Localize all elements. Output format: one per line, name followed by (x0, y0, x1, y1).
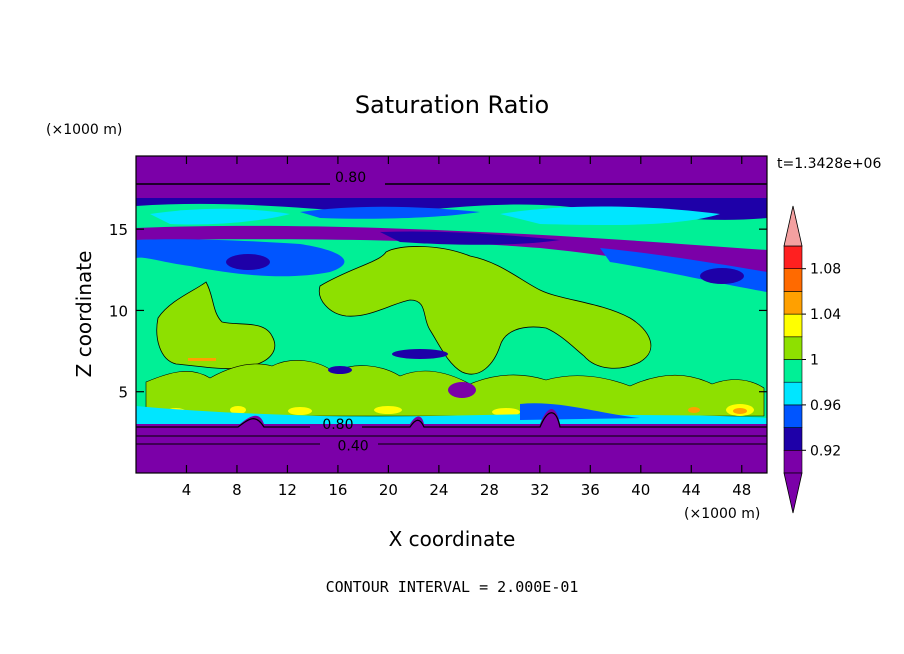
y-tick-label: 10 (109, 302, 128, 320)
colorbar-swatch (783, 404, 803, 428)
x-tick-label: 12 (278, 481, 297, 499)
colorbar-under-arrow (783, 472, 803, 514)
lower-purple-band (136, 409, 767, 473)
x-axis: 4 8 12 16 20 24 28 32 36 40 44 48 (182, 156, 751, 499)
navy-streak-center (380, 231, 560, 245)
colorbar-swatch (783, 268, 803, 292)
warm-streak (188, 358, 216, 361)
colorbar-tick-label: 1.08 (810, 262, 841, 278)
warm-spot-2 (230, 406, 246, 414)
x-tick-label: 44 (682, 481, 701, 499)
y-axis-label: Z coordinate (72, 251, 96, 378)
contour-label: 0.40 (337, 438, 368, 454)
x-units-label: (×1000 m) (684, 506, 760, 522)
x-tick-label: 32 (530, 481, 549, 499)
contour-label: 0.80 (335, 170, 366, 186)
contour-interval-footer: CONTOUR INTERVAL = 2.000E-01 (326, 578, 579, 596)
x-tick-label: 28 (480, 481, 499, 499)
upper-cyan-streak-1 (150, 208, 290, 225)
y-tick-label: 15 (109, 221, 128, 239)
colorbar-swatch (783, 313, 803, 338)
x-tick-label: 16 (328, 481, 347, 499)
x-tick-label: 4 (182, 481, 192, 499)
y-axis: 5 10 15 (109, 221, 767, 402)
x-tick-label: 40 (631, 481, 650, 499)
colorbar-swatch (783, 381, 803, 406)
upper-purple-band (136, 156, 767, 198)
colorbar-swatch (783, 359, 803, 383)
y-tick-label: 5 (118, 384, 128, 402)
colorbar-tick-label: 1 (810, 353, 819, 369)
cyan-base-belt (136, 406, 767, 424)
x-tick-label: 8 (232, 481, 242, 499)
x-tick-label: 36 (581, 481, 600, 499)
colorbar: 0.92 0.96 1 1.04 1.08 (783, 205, 841, 514)
contour-field (136, 156, 767, 473)
green-cloud-mass-center (318, 246, 652, 375)
warm-spot-5 (492, 408, 520, 416)
contour-label: 0.80 (322, 417, 353, 433)
contour-labels: 0.80 0.80 0.40 (322, 170, 368, 454)
x-tick-label: 48 (732, 481, 751, 499)
colorbar-tick-label: 1.04 (810, 307, 841, 323)
middle-purple-band (136, 225, 767, 282)
colorbar-swatch (783, 245, 803, 270)
x-tick-label: 24 (429, 481, 448, 499)
dark-pocket-3 (328, 366, 352, 374)
colorbar-swatch (783, 336, 803, 360)
colorbar-swatch (783, 449, 803, 474)
dark-pocket-1 (392, 349, 448, 359)
plot-frame (135, 155, 768, 474)
time-label: t=1.3428e+06 (777, 156, 881, 172)
dark-pocket-2 (448, 382, 476, 398)
colorbar-tick-label: 0.96 (810, 398, 841, 414)
contour-line-lower-1 (136, 412, 767, 428)
warm-spot-6-core (733, 408, 747, 414)
colorbar-tick-label: 0.92 (810, 443, 841, 459)
y-units-label: (×1000 m) (46, 122, 122, 138)
warm-spot-3 (288, 407, 312, 415)
colorbar-swatch (783, 291, 803, 315)
upper-blue-streak (300, 206, 480, 219)
colorbar-over-arrow (783, 205, 803, 247)
upper-cyan-streak-2 (500, 206, 720, 225)
navy-eddy-left (226, 254, 270, 270)
upper-navy-band (136, 198, 767, 220)
colorbar-swatch (783, 427, 803, 451)
warm-spot-7 (688, 407, 700, 413)
warm-spot-4 (374, 406, 402, 414)
x-axis-label: X coordinate (389, 527, 516, 551)
green-cloud-mass-left (156, 281, 276, 369)
navy-eddy-right (700, 268, 744, 284)
chart-title: Saturation Ratio (355, 91, 549, 119)
x-tick-label: 20 (379, 481, 398, 499)
